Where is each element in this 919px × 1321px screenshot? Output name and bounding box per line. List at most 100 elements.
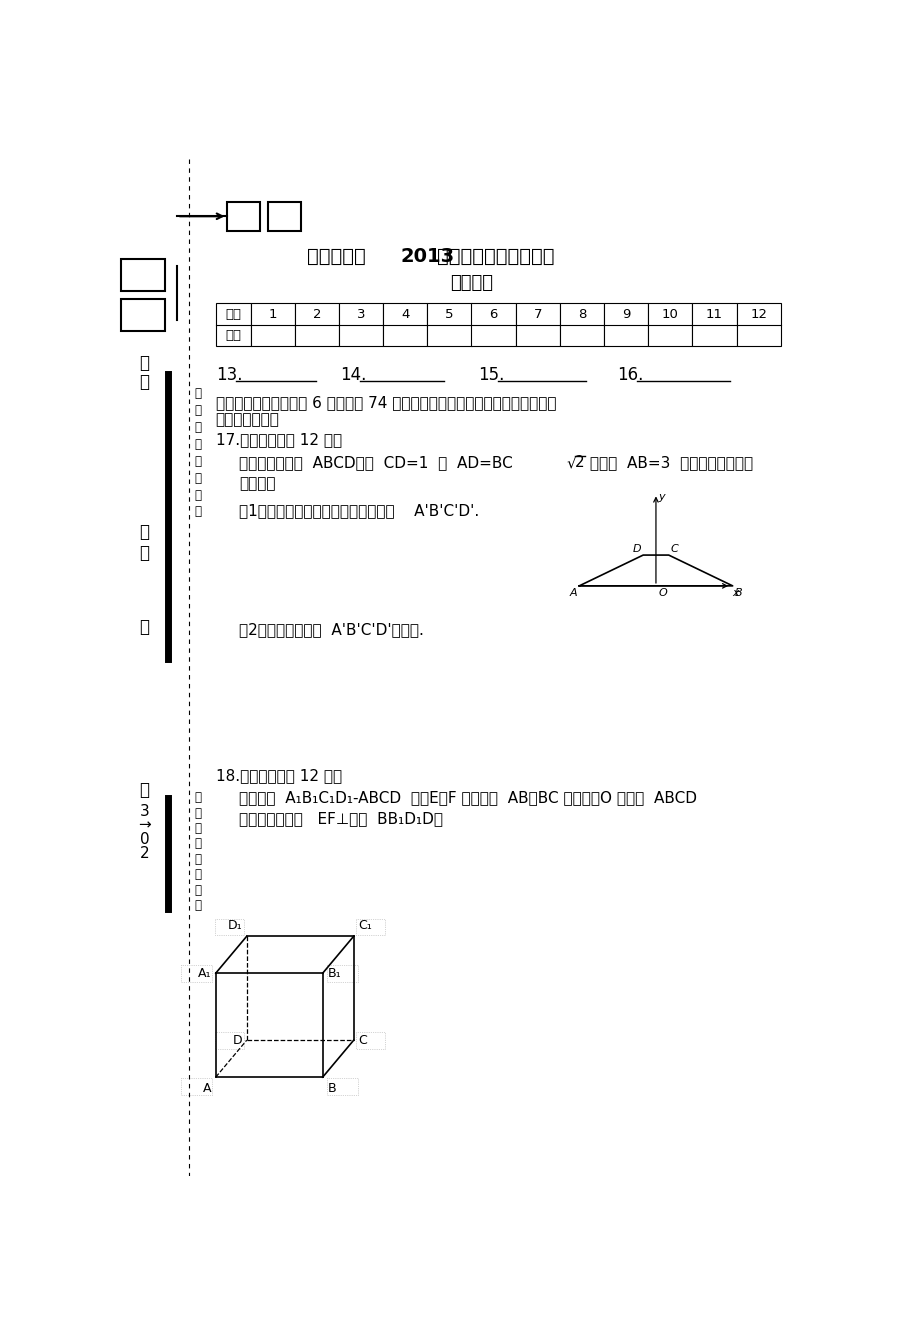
- Text: 14.: 14.: [339, 366, 366, 384]
- Text: 3: 3: [357, 308, 365, 321]
- Text: √: √: [566, 454, 576, 470]
- Bar: [356, 918, 385, 935]
- Text: 程及演算步骤）: 程及演算步骤）: [216, 412, 279, 428]
- Text: 级: 级: [140, 781, 149, 799]
- Bar: [181, 964, 211, 982]
- Text: 6: 6: [489, 308, 497, 321]
- Text: 封: 封: [194, 489, 201, 502]
- Text: 2: 2: [140, 845, 149, 860]
- Text: 8: 8: [577, 308, 585, 321]
- Text: →: →: [138, 818, 151, 832]
- Text: 线: 线: [194, 472, 201, 485]
- Bar: [560, 304, 604, 346]
- Text: 答: 答: [194, 807, 201, 819]
- Bar: [215, 1032, 244, 1049]
- Text: 2: 2: [312, 308, 321, 321]
- Bar: [268, 202, 301, 231]
- Text: 姓: 姓: [140, 544, 149, 561]
- Text: O: O: [658, 588, 666, 598]
- Text: 标系后，: 标系后，: [239, 477, 275, 491]
- Bar: [356, 1032, 385, 1049]
- Text: 要: 要: [194, 822, 201, 835]
- Text: 答: 答: [194, 404, 201, 417]
- Text: 3: 3: [140, 804, 149, 819]
- Text: A₁: A₁: [198, 967, 210, 980]
- Text: B: B: [327, 1082, 335, 1095]
- Text: 考: 考: [140, 373, 149, 391]
- Bar: [181, 1078, 211, 1095]
- Text: 九龙中学高: 九龙中学高: [307, 247, 366, 266]
- Text: 2013: 2013: [400, 247, 454, 266]
- Text: 班: 班: [140, 618, 149, 635]
- Text: 10: 10: [661, 308, 678, 321]
- Text: 题: 题: [194, 791, 201, 804]
- Text: 密: 密: [194, 898, 201, 911]
- Text: 18.（本小题满分 12 分）: 18.（本小题满分 12 分）: [216, 769, 342, 783]
- Bar: [227, 202, 260, 231]
- Text: 5: 5: [445, 308, 453, 321]
- Text: C: C: [358, 1033, 367, 1046]
- Text: 15.: 15.: [477, 366, 504, 384]
- Text: 9: 9: [621, 308, 630, 321]
- Text: 级第二学段第三月考试: 级第二学段第三月考试: [437, 247, 553, 266]
- Text: C: C: [670, 543, 677, 553]
- Text: 0: 0: [140, 832, 149, 847]
- Bar: [215, 918, 244, 935]
- Text: 内: 内: [194, 853, 201, 865]
- Text: A: A: [569, 588, 576, 598]
- Bar: [426, 304, 471, 346]
- Bar: [382, 304, 426, 346]
- Text: 要: 要: [194, 421, 201, 433]
- Bar: [516, 304, 560, 346]
- Text: 题号: 题号: [225, 308, 241, 321]
- Text: 封: 封: [194, 884, 201, 897]
- Text: 4: 4: [401, 308, 409, 321]
- Text: B: B: [733, 588, 741, 598]
- Text: 内: 内: [194, 454, 201, 468]
- Text: 密: 密: [194, 506, 201, 518]
- Bar: [121, 259, 165, 291]
- Text: 不: 不: [194, 838, 201, 851]
- Bar: [604, 304, 648, 346]
- Text: 12: 12: [749, 308, 766, 321]
- Text: 2: 2: [574, 454, 584, 470]
- Bar: [326, 1078, 357, 1095]
- Bar: [338, 304, 382, 346]
- Bar: [648, 304, 692, 346]
- Bar: [121, 299, 165, 332]
- Bar: [471, 304, 516, 346]
- Text: 题: 题: [194, 387, 201, 400]
- Text: y: y: [658, 491, 664, 502]
- Text: D: D: [233, 1033, 242, 1046]
- Text: 数学试题: 数学试题: [449, 273, 493, 292]
- Text: C₁: C₁: [358, 918, 371, 931]
- Text: 11: 11: [705, 308, 722, 321]
- Text: 16.: 16.: [617, 366, 643, 384]
- Text: D₁: D₁: [227, 918, 242, 931]
- Text: ，下底  AB=3  按图示取定直角坐: ，下底 AB=3 按图示取定直角坐: [584, 454, 752, 470]
- Text: 答案: 答案: [225, 329, 241, 342]
- Text: D: D: [632, 543, 641, 553]
- Text: 三、解答题（本大题共 6 小题，共 74 分，解答应写出必要的文字说明、证明过: 三、解答题（本大题共 6 小题，共 74 分，解答应写出必要的文字说明、证明过: [216, 395, 556, 410]
- Text: 名: 名: [140, 523, 149, 542]
- Text: 如图，等腰梯形  ABCD上底  CD=1  腰  AD=BC: 如图，等腰梯形 ABCD上底 CD=1 腰 AD=BC: [239, 454, 512, 470]
- Text: 1: 1: [268, 308, 277, 321]
- Text: B₁: B₁: [327, 967, 341, 980]
- Text: （1）画出这梯形的水平放置的直观图    A'B'C'D'.: （1）画出这梯形的水平放置的直观图 A'B'C'D'.: [239, 503, 479, 518]
- Text: 13.: 13.: [216, 366, 242, 384]
- Bar: [692, 304, 736, 346]
- Bar: [294, 304, 338, 346]
- Bar: [216, 304, 250, 346]
- Text: A: A: [202, 1082, 210, 1095]
- Text: 不: 不: [194, 437, 201, 450]
- Bar: [736, 304, 780, 346]
- Bar: [326, 964, 357, 982]
- Text: （2）求水平直观图  A'B'C'D'的面积.: （2）求水平直观图 A'B'C'D'的面积.: [239, 622, 424, 637]
- Bar: [250, 304, 294, 346]
- Text: 在正方体  A₁B₁C₁D₁-ABCD  中，E、F 分别是棱  AB、BC 的中点，O 是底面  ABCD: 在正方体 A₁B₁C₁D₁-ABCD 中，E、F 分别是棱 AB、BC 的中点，…: [239, 790, 697, 804]
- Text: 17.（本小题满分 12 分）: 17.（本小题满分 12 分）: [216, 432, 342, 446]
- Text: 的中心，求证：   EF⊥平面  BB₁D₁D。: 的中心，求证： EF⊥平面 BB₁D₁D。: [239, 811, 443, 827]
- Text: x: x: [732, 588, 738, 598]
- Text: 号: 号: [140, 354, 149, 371]
- Text: 线: 线: [194, 868, 201, 881]
